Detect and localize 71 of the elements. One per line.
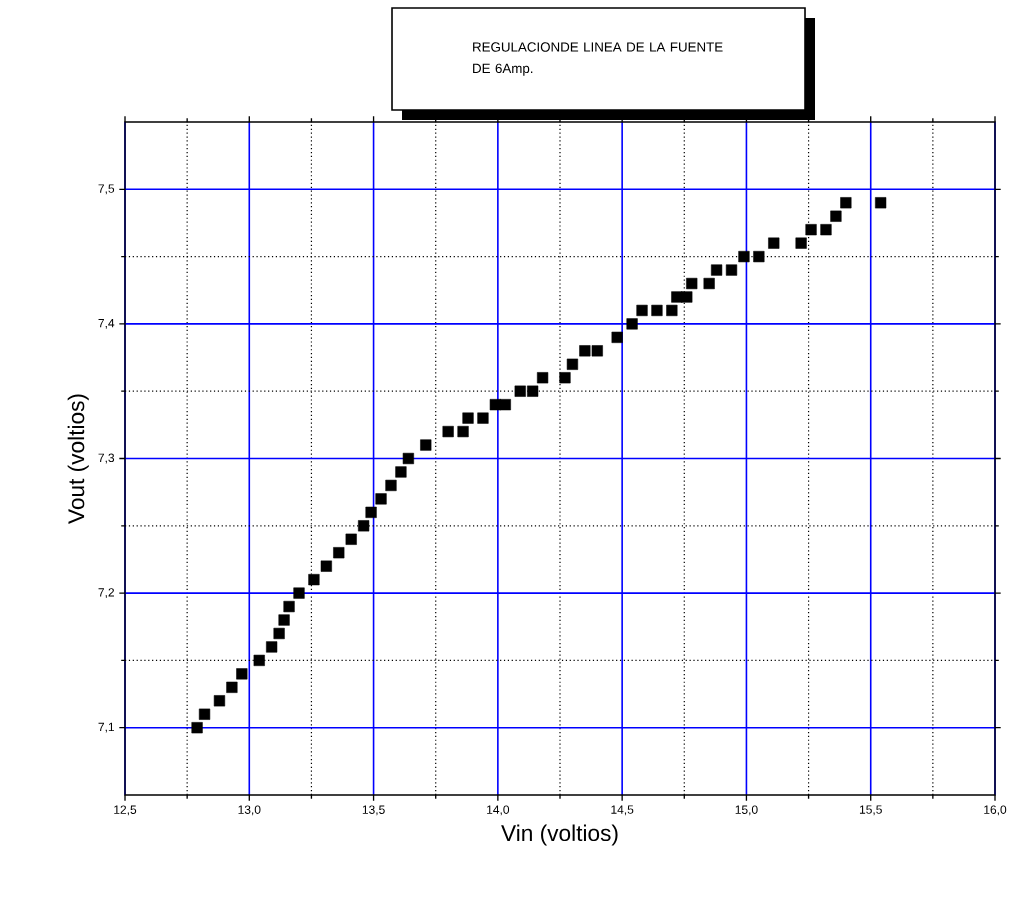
x-tick-label: 13,0 — [238, 805, 261, 816]
point — [457, 425, 469, 438]
point — [442, 425, 454, 438]
y-tick-label: 7,4 — [98, 319, 115, 329]
point — [333, 547, 345, 559]
x-tick-label: 14,5 — [611, 805, 634, 816]
point — [320, 560, 332, 572]
point — [293, 587, 305, 599]
point — [566, 358, 579, 370]
chart-title: REGULACIONDE LINEA DE LA FUENTE DE 6Amp. — [473, 42, 723, 76]
point — [499, 399, 511, 411]
point — [711, 264, 723, 276]
point — [626, 318, 638, 330]
point — [345, 533, 357, 545]
x-tick-label: 13,5 — [362, 805, 385, 816]
point — [527, 385, 539, 397]
point — [591, 345, 603, 357]
point — [273, 627, 285, 640]
point — [830, 210, 842, 222]
y-tick-label: 7,5 — [98, 184, 115, 195]
point — [537, 372, 549, 384]
x-tick-label: 12,5 — [114, 805, 137, 816]
point — [213, 695, 226, 707]
point — [651, 304, 663, 317]
x-tick-label: 15,5 — [859, 805, 882, 816]
point — [402, 452, 414, 465]
point — [477, 412, 489, 424]
point — [226, 681, 238, 693]
point — [686, 277, 698, 290]
point — [559, 372, 571, 384]
point — [875, 197, 887, 209]
x-axis-title: Vin (voltios) — [501, 824, 618, 846]
point — [489, 399, 501, 411]
point — [266, 641, 278, 653]
point — [191, 722, 203, 734]
point — [840, 197, 852, 209]
point — [579, 345, 591, 357]
y-axis-title: Vout (voltios) — [67, 394, 89, 524]
point — [278, 614, 290, 626]
point — [420, 439, 432, 451]
point — [768, 237, 780, 249]
x-tick-label: 15,0 — [735, 805, 758, 816]
y-tick-label: 7,3 — [98, 453, 115, 464]
y-tick-label: 7,2 — [98, 588, 114, 599]
point — [514, 385, 526, 397]
point — [253, 654, 265, 666]
point — [365, 506, 377, 518]
point — [805, 224, 817, 236]
point — [795, 237, 807, 249]
point — [611, 331, 623, 343]
point — [198, 708, 211, 720]
x-tick-label: 14,0 — [487, 805, 510, 816]
point — [375, 493, 387, 505]
point — [703, 277, 715, 290]
point — [462, 412, 474, 424]
point — [283, 600, 295, 613]
y-tick-label: 7,1 — [98, 722, 115, 733]
point — [395, 466, 407, 478]
x-tick-label: 16,0 — [984, 805, 1007, 816]
point — [236, 668, 248, 680]
point — [738, 251, 750, 263]
point — [385, 479, 397, 492]
point — [308, 574, 320, 586]
point — [666, 304, 678, 317]
point — [358, 520, 370, 532]
point — [681, 291, 693, 303]
point — [671, 291, 683, 303]
point — [636, 304, 648, 317]
point — [753, 251, 765, 263]
point — [820, 224, 832, 236]
point — [725, 264, 738, 276]
